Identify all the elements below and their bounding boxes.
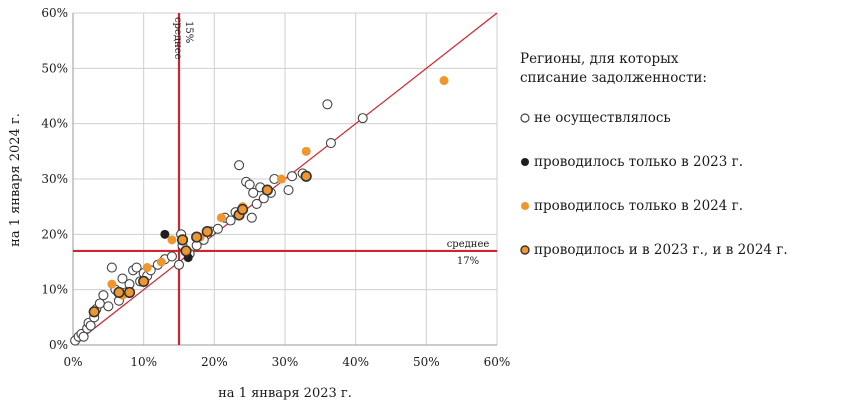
- point-not-written-off: [78, 331, 89, 342]
- point-2024-only: [156, 257, 166, 267]
- point-both-years: [113, 286, 125, 299]
- point-not-written-off: [94, 298, 105, 309]
- axes: [72, 13, 497, 346]
- legend-item-both-years: проводилось и в 2023 г., и в 2024 г.: [520, 240, 838, 260]
- point-not-written-off: [117, 273, 128, 284]
- point-not-written-off: [246, 212, 257, 223]
- point-not-written-off: [85, 320, 96, 331]
- point-not-written-off: [244, 179, 255, 190]
- legend-title-line-1: Регионы, для которых: [520, 51, 679, 67]
- legend: Регионы, для которых списание задолженно…: [520, 50, 838, 284]
- point-not-written-off: [131, 262, 142, 273]
- point-not-written-off: [234, 160, 245, 171]
- mean-x-label: среднее 15%: [172, 17, 194, 60]
- point-both-years: [191, 231, 203, 243]
- x-tick-label: 20%: [201, 355, 228, 369]
- point-both-years: [237, 203, 249, 216]
- tick-labels: 0% 10% 20% 30% 40% 50% 60% 0% 10% 20% 30% 40% 50% 60%: [41, 6, 510, 369]
- y-tick-label: 10%: [41, 283, 68, 297]
- point-2024-only: [142, 263, 152, 273]
- point-not-written-off: [325, 137, 336, 149]
- legend-title-line-2: списание задолженности:: [520, 70, 707, 86]
- point-both-years: [123, 286, 136, 299]
- data-points: [70, 76, 449, 346]
- y-axis-title: на 1 января 2024 г.: [8, 113, 23, 247]
- legend-item-none: не осуществлялось: [520, 108, 838, 128]
- point-both-years: [138, 275, 150, 287]
- point-2024-only: [439, 76, 449, 86]
- point-2024-only: [167, 235, 177, 245]
- mean-y-label-word: среднее: [447, 239, 490, 250]
- point-2024-only: [107, 279, 117, 289]
- ringed-orange-circle-marker-icon: [520, 245, 530, 255]
- point-not-written-off: [173, 259, 185, 270]
- point-not-written-off: [283, 185, 294, 196]
- y-tick-label: 50%: [41, 61, 68, 75]
- point-2024-only: [301, 146, 311, 156]
- legend-title: Регионы, для которых списание задолженно…: [520, 50, 838, 88]
- point-not-written-off: [103, 301, 114, 312]
- point-not-written-off: [322, 99, 333, 110]
- point-not-written-off: [251, 198, 262, 209]
- point-not-written-off: [166, 251, 177, 262]
- x-tick-label: 60%: [484, 355, 511, 369]
- black-circle-marker-icon: [521, 158, 529, 166]
- y-tick-label: 30%: [41, 172, 68, 186]
- point-both-years: [261, 184, 273, 196]
- legend-item-2024-only: проводилось только в 2024 г.: [520, 196, 838, 216]
- orange-circle-marker-icon: [521, 202, 529, 210]
- y-tick-label: 60%: [41, 6, 68, 20]
- point-not-written-off: [106, 262, 117, 273]
- x-tick-label: 30%: [272, 355, 299, 369]
- legend-item-2023-only: проводилось только в 2023 г.: [520, 152, 838, 172]
- y-tick-label: 0%: [49, 338, 68, 352]
- mean-x-label-value: 15%: [183, 21, 194, 43]
- point-not-written-off: [98, 290, 109, 301]
- point-both-years: [176, 234, 189, 246]
- legend-label-none: не осуществлялось: [534, 110, 671, 126]
- x-tick-label: 50%: [413, 355, 440, 369]
- mean-x-label-word: среднее: [172, 17, 183, 60]
- legend-label-2023-only: проводилось только в 2023 г.: [534, 154, 743, 170]
- point-not-written-off: [225, 215, 236, 226]
- point-both-years: [201, 225, 213, 238]
- point-2024-only: [276, 174, 286, 184]
- legend-label-2024-only: проводилось только в 2024 г.: [534, 198, 743, 214]
- point-both-years: [300, 170, 312, 182]
- y-tick-label: 20%: [41, 227, 68, 241]
- point-2023-only: [160, 229, 170, 239]
- point-not-written-off: [287, 171, 298, 182]
- x-axis-title: на 1 января 2023 г.: [218, 386, 352, 401]
- mean-y-label-value: 17%: [457, 256, 479, 267]
- y-tick-label: 40%: [41, 117, 68, 131]
- point-not-written-off: [212, 223, 223, 234]
- point-not-written-off: [248, 187, 259, 198]
- hollow-circle-marker-icon: [520, 113, 530, 123]
- legend-label-both-years: проводилось и в 2023 г., и в 2024 г.: [534, 242, 788, 258]
- x-tick-label: 0%: [63, 355, 82, 369]
- point-not-written-off: [357, 113, 368, 124]
- point-both-years: [180, 245, 192, 257]
- x-tick-label: 40%: [342, 355, 369, 369]
- x-tick-label: 10%: [130, 355, 157, 369]
- point-2024-only: [216, 213, 226, 223]
- point-both-years: [88, 306, 100, 318]
